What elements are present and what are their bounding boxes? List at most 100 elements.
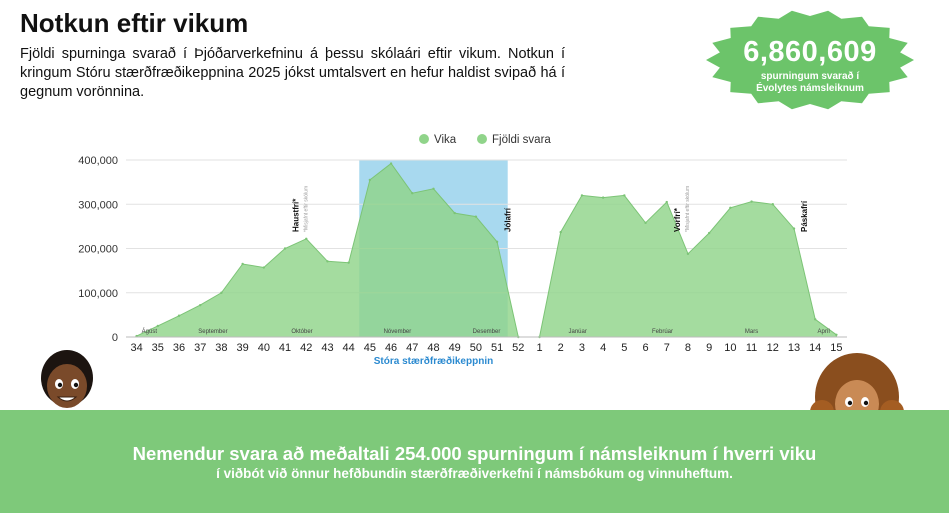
x-tick-label: 11 [746,342,757,354]
highlight-label: Stóra stærðfræðikeppnin [374,355,493,367]
y-tick-label: 200,000 [78,244,118,256]
data-point [707,231,711,235]
data-point [474,215,478,218]
data-point [644,221,647,225]
badge-number: 6,860,609 [743,36,877,68]
x-tick-label: 34 [130,342,142,354]
x-tick-label: 15 [830,342,842,354]
x-tick-label: 3 [579,342,585,354]
annotation-label: Páskafrí [800,200,809,232]
x-tick-label: 37 [194,342,206,354]
x-tick-label: 50 [470,342,482,354]
x-tick-label: 51 [491,342,503,354]
month-label: Mars [745,329,758,335]
x-tick-label: 49 [449,342,461,354]
legend-swatch [419,134,429,144]
month-label: Ágúst [142,328,158,335]
x-tick-label: 36 [173,342,185,354]
x-tick-label: 12 [767,342,779,354]
x-tick-label: 10 [724,342,736,354]
y-tick-label: 300,000 [78,199,118,211]
data-point [305,237,308,240]
x-tick-label: 13 [788,342,800,354]
data-point [389,162,393,165]
month-label: Febrúar [652,329,673,335]
data-point [241,262,244,266]
x-tick-label: 41 [279,342,291,354]
data-point [347,261,350,264]
legend-label: Fjöldi svara [492,134,551,146]
month-label: Janúar [569,329,587,335]
x-tick-label: 46 [385,342,397,354]
summary-banner: Nemendur svara að meðaltali 254.000 spur… [0,410,949,513]
data-point [771,203,774,206]
data-point [262,266,266,269]
data-point [601,196,605,199]
y-tick-label: 0 [112,332,118,344]
page-title: Notkun eftir vikum [20,8,249,38]
data-point [368,178,372,182]
badge-caption: spurningum svarað í Évolytes námsleiknum [700,71,920,95]
data-point [813,318,817,321]
annotation-label: Haustfrí* [291,198,300,232]
x-tick-label: 14 [809,342,821,354]
badge-shape [706,10,914,110]
annotation-note: *Misjafnt eftir skólum [303,186,309,232]
x-tick-label: 7 [664,342,670,354]
data-point [411,191,414,195]
month-label: Október [291,329,312,335]
intro-paragraph: Fjöldi spurninga svarað í Þjóðarverkefni… [20,46,565,100]
x-tick-label: 48 [427,342,439,354]
x-tick-label: 52 [512,342,524,354]
data-point [432,187,435,190]
x-tick-label: 35 [152,342,164,354]
data-point [729,206,732,209]
x-tick-label: 2 [558,342,564,354]
badge-caption-line1: spurningum svarað í [760,71,860,82]
month-label: Desember [473,329,501,335]
data-point [835,333,838,336]
x-tick-label: 6 [642,342,648,354]
x-tick-label: 47 [406,342,418,354]
data-point [623,194,626,197]
data-point [453,211,456,215]
data-point [156,324,160,328]
data-point [665,200,668,204]
data-point [559,230,562,234]
data-point [580,194,584,197]
legend-label: Vika [434,134,457,146]
data-point [220,291,223,294]
total-answers-badge: 6,860,609 spurningum svarað í Évolytes n… [700,8,920,113]
data-point [177,314,181,317]
month-label: Apríl [818,329,830,335]
month-label: Nóvember [384,329,412,335]
annotation-note: *Misjafnt eftir skólum [685,186,691,232]
annotation-label: Vorfrí* [673,207,682,232]
x-tick-label: 4 [600,342,606,354]
data-point [686,252,690,256]
x-tick-label: 40 [258,342,270,354]
data-point [326,260,329,263]
x-tick-label: 42 [300,342,312,354]
y-tick-label: 100,000 [78,288,118,300]
banner-headline: Nemendur svara að meðaltali 254.000 spur… [132,443,817,464]
x-tick-label: 43 [321,342,333,354]
data-point [792,227,796,230]
x-tick-label: 5 [621,342,627,354]
x-tick-label: 45 [364,342,376,354]
annotation-label: Jólafrí [503,207,512,232]
month-label: September [198,329,227,335]
banner-subline: í viðbót við önnur hefðbundin stærðfræði… [216,466,733,481]
x-tick-label: 8 [685,342,691,354]
x-tick-label: 9 [706,342,712,354]
data-point [283,247,287,250]
y-tick-label: 400,000 [78,155,118,167]
badge-caption-line2: Évolytes námsleiknum [756,83,864,94]
x-tick-label: 39 [237,342,249,354]
data-point [495,240,499,244]
x-tick-label: 1 [536,342,542,354]
x-tick-label: 38 [215,342,227,354]
x-tick-label: 44 [343,342,355,354]
data-point [750,200,753,203]
